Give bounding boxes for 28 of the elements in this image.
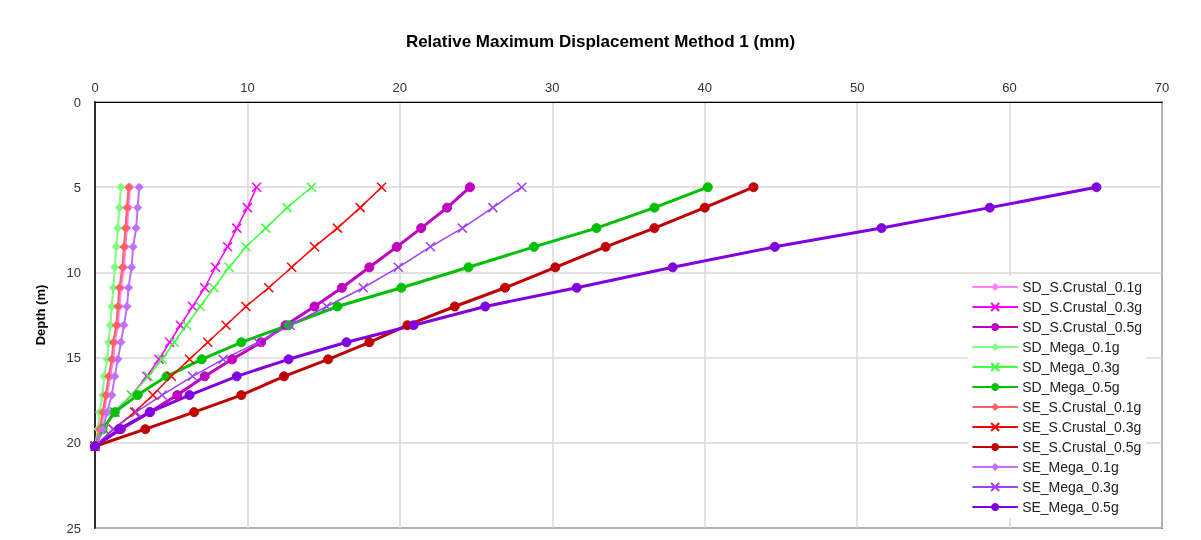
legend-label: SD_S.Crustal_0.3g: [1022, 299, 1142, 315]
x-tick-label: 70: [1154, 80, 1170, 95]
legend-label: SE_S.Crustal_0.3g: [1022, 419, 1142, 435]
legend-label: SD_S.Crustal_0.1g: [1022, 279, 1142, 295]
y-tick-label: 20: [66, 435, 81, 451]
x-tick-label: 40: [697, 80, 712, 95]
y-tick-label: 10: [66, 264, 81, 280]
x-tick-label: 60: [1002, 80, 1017, 95]
y-axis-title: Depth (m): [33, 284, 48, 346]
y-tick-label: 25: [66, 520, 81, 536]
legend-label: SD_Mega_0.5g: [1022, 379, 1120, 395]
legend-label: SE_Mega_0.3g: [1022, 479, 1119, 495]
legend-label: SE_Mega_0.5g: [1022, 499, 1119, 515]
chart-title: Relative Maximum Displacement Method 1 (mm): [405, 32, 796, 51]
y-tick-label: 0: [73, 94, 81, 110]
x-tick-label: 50: [849, 80, 865, 95]
legend-label: SE_Mega_0.1g: [1022, 459, 1119, 475]
x-tick-label: 30: [545, 80, 560, 95]
legend-label: SE_S.Crustal_0.1g: [1022, 399, 1142, 415]
legend-label: SE_S.Crustal_0.5g: [1022, 439, 1142, 455]
y-tick-label: 5: [73, 179, 81, 195]
x-tick-label: 0: [91, 80, 99, 95]
legend-label: SD_Mega_0.3g: [1022, 359, 1120, 375]
y-tick-label: 15: [66, 350, 81, 366]
x-tick-label: 20: [392, 80, 408, 95]
x-tick-label: 10: [240, 80, 255, 95]
legend-label: SD_Mega_0.1g: [1022, 339, 1120, 355]
legend-label: SD_S.Crustal_0.5g: [1022, 319, 1142, 335]
